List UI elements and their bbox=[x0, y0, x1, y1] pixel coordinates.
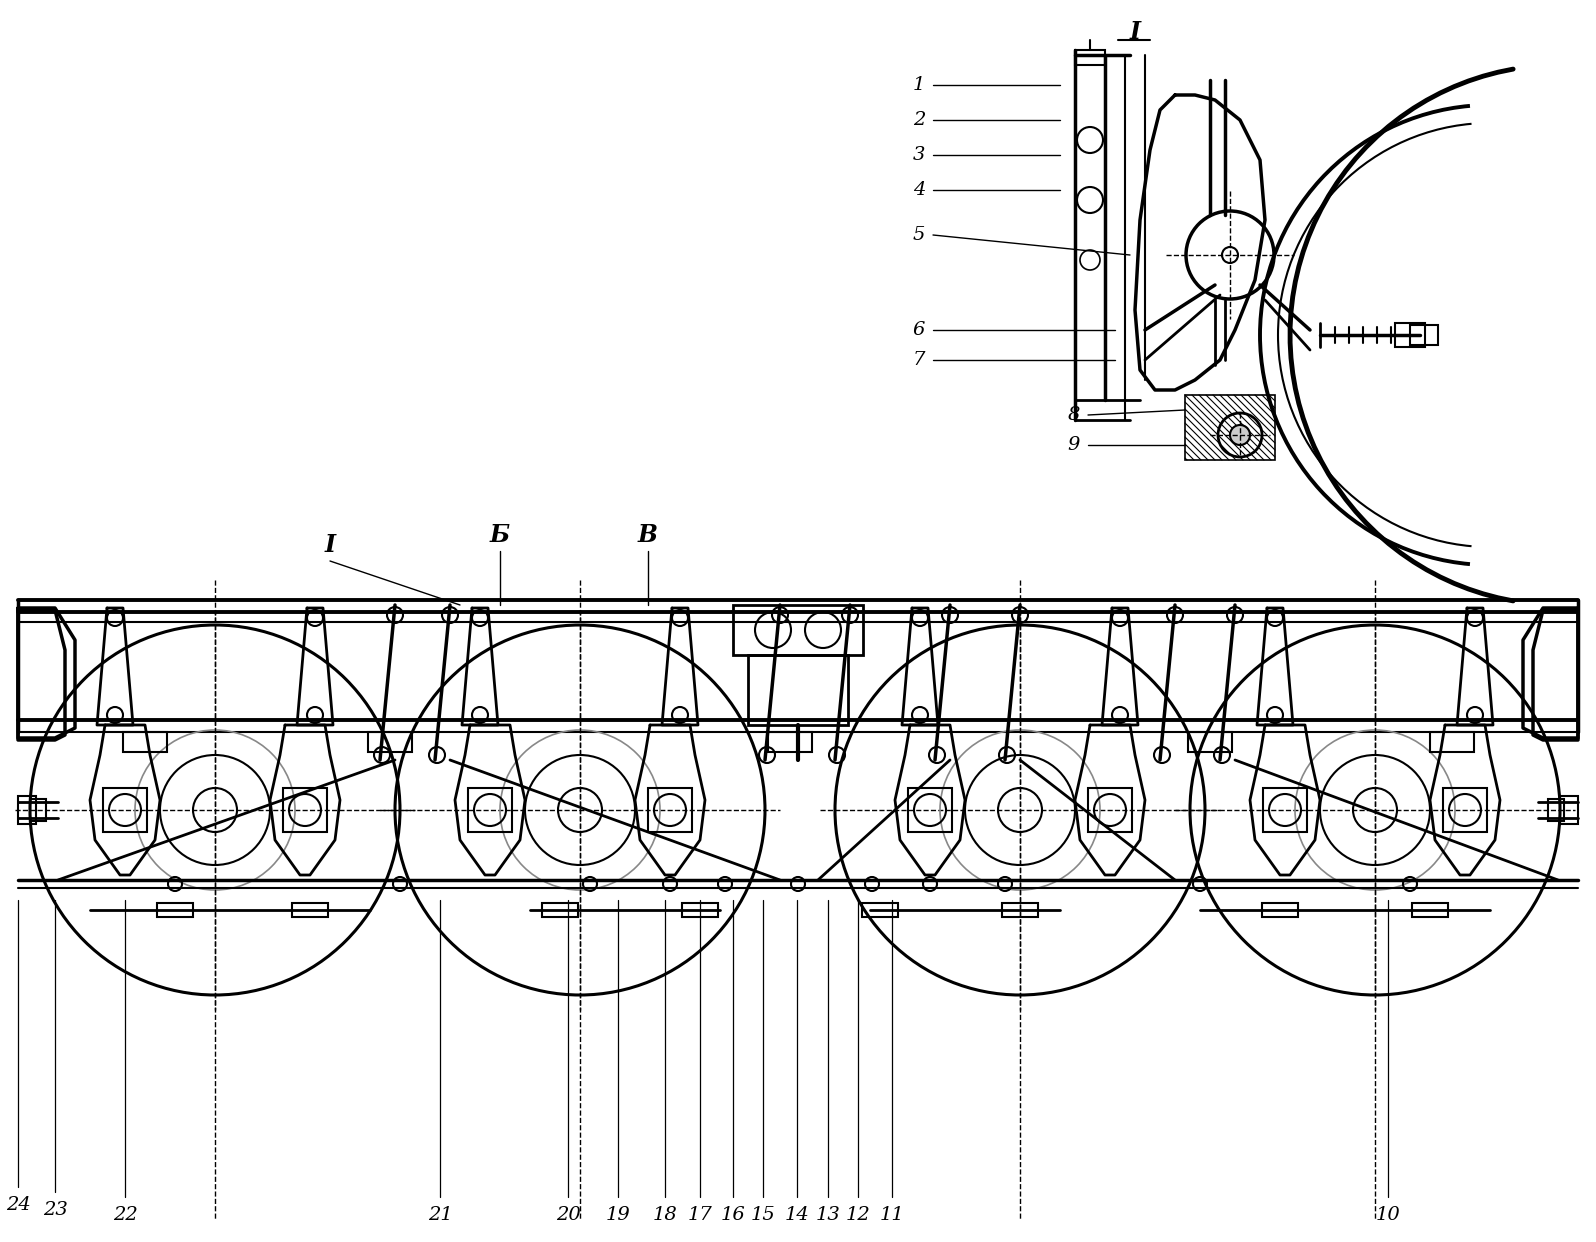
Text: 2: 2 bbox=[913, 111, 926, 129]
Circle shape bbox=[1231, 425, 1250, 445]
Bar bbox=[862, 903, 899, 917]
Text: Б: Б bbox=[490, 523, 511, 546]
Text: 10: 10 bbox=[1376, 1206, 1400, 1225]
Bar bbox=[1262, 787, 1307, 832]
Text: 15: 15 bbox=[750, 1206, 776, 1225]
Bar bbox=[543, 903, 578, 917]
Bar bbox=[681, 903, 718, 917]
Bar bbox=[468, 787, 512, 832]
Text: 5: 5 bbox=[913, 226, 926, 243]
Bar bbox=[749, 655, 847, 725]
Bar bbox=[1187, 732, 1232, 751]
Text: В: В bbox=[638, 523, 658, 546]
Bar bbox=[1412, 903, 1448, 917]
Bar bbox=[292, 903, 329, 917]
Text: 21: 21 bbox=[428, 1206, 452, 1225]
Text: 16: 16 bbox=[721, 1206, 745, 1225]
Text: I: I bbox=[1130, 20, 1141, 43]
Text: 4: 4 bbox=[913, 181, 926, 199]
Bar bbox=[1088, 787, 1132, 832]
Text: 19: 19 bbox=[605, 1206, 630, 1225]
Bar bbox=[1076, 50, 1104, 65]
Text: 12: 12 bbox=[846, 1206, 870, 1225]
Text: 17: 17 bbox=[688, 1206, 712, 1225]
Bar bbox=[30, 799, 46, 821]
Text: 20: 20 bbox=[555, 1206, 581, 1225]
Bar bbox=[1184, 395, 1275, 460]
Bar bbox=[369, 732, 412, 751]
Text: 8: 8 bbox=[1068, 406, 1080, 424]
Text: I: I bbox=[324, 533, 335, 556]
Text: 6: 6 bbox=[913, 320, 926, 339]
Bar bbox=[1430, 732, 1475, 751]
Text: 7: 7 bbox=[913, 351, 926, 369]
Bar bbox=[1409, 325, 1438, 345]
Text: 13: 13 bbox=[816, 1206, 841, 1225]
Text: 11: 11 bbox=[879, 1206, 905, 1225]
Bar bbox=[733, 605, 863, 655]
Text: 14: 14 bbox=[785, 1206, 809, 1225]
Text: 22: 22 bbox=[113, 1206, 137, 1225]
Bar bbox=[1395, 323, 1425, 347]
Bar bbox=[768, 732, 812, 751]
Bar bbox=[18, 796, 37, 823]
Text: 23: 23 bbox=[43, 1201, 67, 1218]
Text: 3: 3 bbox=[913, 147, 926, 164]
Bar bbox=[908, 787, 951, 832]
Text: 18: 18 bbox=[653, 1206, 677, 1225]
Text: 24: 24 bbox=[6, 1196, 30, 1213]
Bar bbox=[123, 732, 168, 751]
Text: 1: 1 bbox=[913, 76, 926, 94]
Bar bbox=[104, 787, 147, 832]
Bar bbox=[1262, 903, 1298, 917]
Bar bbox=[1002, 903, 1037, 917]
Bar bbox=[282, 787, 327, 832]
Bar bbox=[648, 787, 693, 832]
Bar bbox=[1548, 799, 1564, 821]
Bar bbox=[1559, 796, 1578, 823]
Bar bbox=[1443, 787, 1487, 832]
Bar bbox=[156, 903, 193, 917]
Text: 9: 9 bbox=[1068, 436, 1080, 455]
